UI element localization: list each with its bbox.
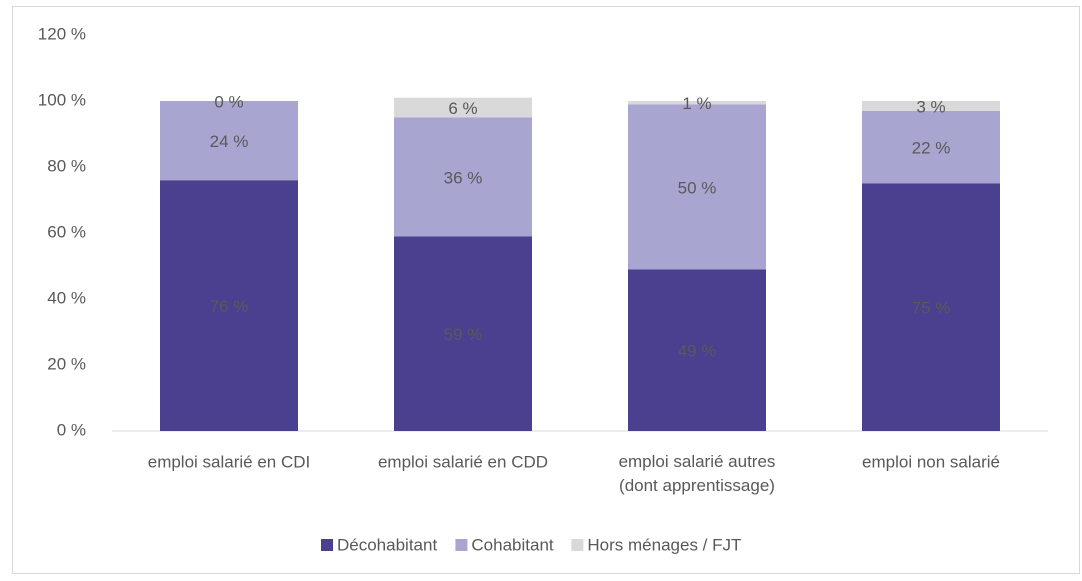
y-tick-label: 0 % xyxy=(57,420,86,439)
bar-segment xyxy=(160,180,298,431)
y-tick-label: 40 % xyxy=(47,288,86,307)
data-label: 1 % xyxy=(682,94,711,113)
data-label: 76 % xyxy=(210,297,249,316)
data-label: 6 % xyxy=(448,99,477,118)
x-tick-label: emploi salarié autres (dont apprentissage… xyxy=(619,452,776,495)
bar-segment xyxy=(394,117,532,237)
bar-segment xyxy=(394,97,532,118)
y-tick-label: 60 % xyxy=(47,222,86,241)
data-label: 49 % xyxy=(678,342,717,361)
data-label: 75 % xyxy=(912,299,951,318)
bar-segment xyxy=(628,101,766,105)
bar-segment xyxy=(394,236,532,431)
legend-label: Décohabitant xyxy=(337,535,437,554)
bar-segment xyxy=(862,101,1000,111)
legend-label: Hors ménages / FJT xyxy=(587,535,741,554)
y-tick-label: 120 % xyxy=(38,24,86,43)
y-tick-label: 20 % xyxy=(47,354,86,373)
data-label: 24 % xyxy=(210,132,249,151)
data-label: 0 % xyxy=(214,92,243,111)
y-tick-label: 100 % xyxy=(38,90,86,109)
bar-segment xyxy=(628,269,766,431)
data-label: 50 % xyxy=(678,178,717,197)
data-label: 22 % xyxy=(912,139,951,158)
data-label: 36 % xyxy=(444,168,483,187)
bar-segment xyxy=(160,101,298,181)
x-tick-label: emploi non salarié xyxy=(862,452,1000,471)
bar-segment xyxy=(862,183,1000,431)
legend-swatch xyxy=(321,539,333,551)
legend-swatch xyxy=(455,539,468,551)
legend-label: Cohabitant xyxy=(471,535,554,554)
data-label: 59 % xyxy=(444,325,483,344)
x-tick-label: emploi salarié en CDD xyxy=(378,452,548,471)
x-tick-label: emploi salarié en CDI xyxy=(148,452,311,471)
bar-segment xyxy=(628,104,766,270)
data-label: 3 % xyxy=(916,97,945,116)
y-tick-label: 80 % xyxy=(47,156,86,175)
bar-segment xyxy=(862,110,1000,184)
legend-swatch xyxy=(571,539,584,551)
